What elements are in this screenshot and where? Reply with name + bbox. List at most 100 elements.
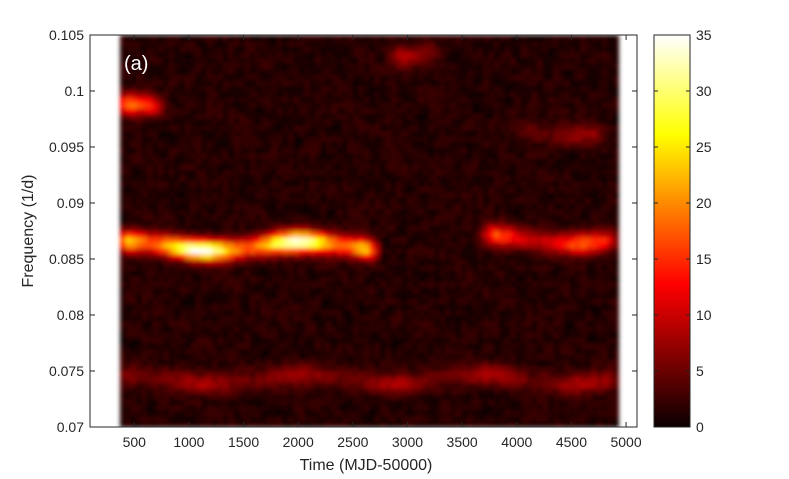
heatmap-cell [157, 208, 164, 215]
heatmap-cell [244, 331, 251, 338]
heatmap-cell [363, 152, 370, 159]
heatmap-cell [396, 376, 403, 383]
heatmap-cell [602, 326, 609, 333]
heatmap-cell [374, 124, 381, 131]
heatmap-cell [168, 158, 175, 165]
heatmap-cell [423, 326, 430, 333]
heatmap-cell [477, 141, 484, 148]
heatmap-cell [271, 158, 278, 165]
heatmap-cell [380, 130, 387, 137]
heatmap-cell [591, 371, 598, 378]
heatmap-cell [434, 236, 441, 243]
heatmap-cell [548, 326, 555, 333]
heatmap-cell [136, 337, 143, 344]
heatmap-cell [575, 163, 582, 170]
heatmap-cell [558, 270, 565, 277]
heatmap-cell [477, 275, 484, 282]
heatmap-cell [380, 421, 387, 427]
heatmap-cell [499, 225, 506, 232]
heatmap-cell [336, 303, 343, 310]
heatmap-cell [141, 292, 148, 299]
heatmap-cell [331, 371, 338, 378]
heatmap-cell [325, 354, 332, 361]
heatmap-cell [439, 320, 446, 327]
heatmap-cell [277, 421, 284, 427]
heatmap-cell [407, 376, 414, 383]
heatmap-cell [347, 275, 354, 282]
heatmap-cell [136, 141, 143, 148]
heatmap-cell [526, 343, 533, 350]
heatmap-cell [445, 214, 452, 221]
heatmap-cell [130, 119, 137, 126]
heatmap-cell [260, 315, 267, 322]
heatmap-cell [423, 281, 430, 288]
heatmap-cell [613, 331, 620, 338]
heatmap-cell [602, 124, 609, 131]
heatmap-cell [548, 264, 555, 271]
heatmap-cell [564, 214, 571, 221]
heatmap-cell [277, 169, 284, 176]
heatmap-cell [510, 141, 517, 148]
heatmap-cell [450, 264, 457, 271]
heatmap-cell [239, 421, 246, 427]
heatmap-cell [174, 119, 181, 126]
heatmap-cell [228, 147, 235, 154]
heatmap-cell [596, 404, 603, 411]
heatmap-cell [499, 191, 506, 198]
heatmap-cell [613, 135, 620, 142]
heatmap-cell [347, 309, 354, 316]
heatmap-cell [320, 404, 327, 411]
heatmap-cell [147, 365, 154, 372]
heatmap-cell [244, 214, 251, 221]
heatmap-cell [277, 337, 284, 344]
heatmap-cell [385, 186, 392, 193]
heatmap-cell [244, 376, 251, 383]
heatmap-cell [228, 135, 235, 142]
heatmap-cell [347, 331, 354, 338]
heatmap-cell [520, 247, 527, 254]
heatmap-cell [185, 281, 192, 288]
heatmap-cell [163, 141, 170, 148]
heatmap-cell [282, 197, 289, 204]
heatmap-cell [179, 270, 186, 277]
heatmap-cell [569, 365, 576, 372]
heatmap-cell [352, 270, 360, 277]
heatmap-cell [217, 208, 224, 215]
heatmap-cell [569, 175, 576, 182]
heatmap-cell [352, 225, 360, 232]
heatmap-cell [358, 214, 365, 221]
heatmap-cell [352, 315, 360, 322]
heatmap-cell [190, 191, 197, 198]
heatmap-cell [369, 231, 376, 238]
heatmap-cell [244, 124, 251, 131]
heatmap-cell [239, 158, 246, 165]
heatmap-cell [417, 135, 425, 142]
heatmap-cell [488, 365, 495, 372]
heatmap-cell [157, 292, 164, 299]
heatmap-cell [553, 214, 560, 221]
heatmap-cell [130, 415, 137, 422]
heatmap-cell [336, 180, 343, 187]
heatmap-cell [575, 169, 582, 176]
heatmap-cell [325, 326, 332, 333]
heatmap-cell [195, 371, 202, 378]
heatmap-cell [136, 225, 143, 232]
heatmap-cell [352, 197, 360, 204]
heatmap-cell [396, 337, 403, 344]
heatmap-cell [293, 415, 300, 422]
heatmap-cell [374, 219, 381, 226]
heatmap-cell [585, 359, 592, 366]
heatmap-cell [569, 320, 576, 327]
heatmap-cell [461, 292, 468, 299]
heatmap-cell [277, 253, 284, 260]
heatmap-cell [222, 124, 229, 131]
heatmap-cell [304, 281, 311, 288]
heatmap-cell [342, 242, 349, 249]
heatmap-cell [542, 410, 549, 417]
heatmap-cell [244, 135, 251, 142]
heatmap-cell [412, 292, 419, 299]
heatmap-cell [483, 365, 490, 372]
heatmap-cell [455, 203, 462, 210]
heatmap-cell [363, 186, 370, 193]
heatmap-cell [163, 303, 170, 310]
